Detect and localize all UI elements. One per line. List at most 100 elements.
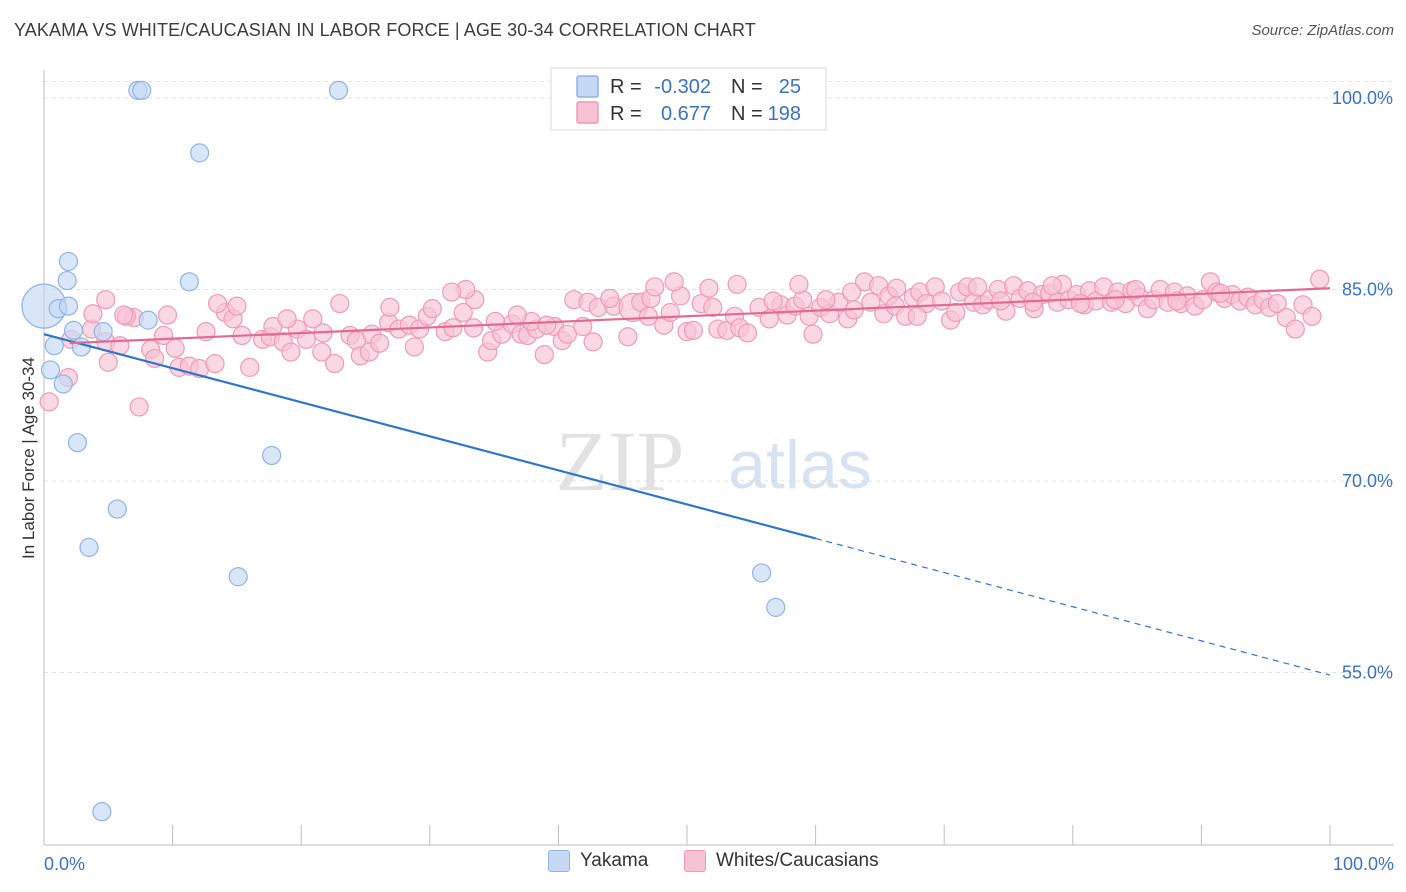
point-whites-170 [442,282,462,302]
point-whites-7 [98,352,118,372]
point-whites-189 [816,290,836,310]
point-whites-69 [557,324,578,344]
point-whites-86 [683,320,704,340]
point-whites-192 [946,302,966,323]
legend-swatch-whites [576,101,599,124]
point-yakama-11 [132,80,152,100]
point-yakama-14 [179,272,199,292]
point-whites-172 [600,288,620,309]
trendline-whites [69,287,1331,345]
point-whites-44 [370,333,390,353]
point-whites-193 [991,291,1011,311]
point-whites-33 [296,329,316,349]
point-whites-93 [737,323,758,343]
series-yakama-points [21,80,786,822]
point-whites-48 [404,337,424,357]
point-whites-171 [507,305,527,325]
point-whites-16 [165,338,185,358]
point-whites-31 [281,342,301,362]
point-whites-169 [1310,269,1330,289]
point-yakama-8 [57,270,77,291]
point-whites-15 [157,305,178,325]
point-whites-166 [1285,319,1305,339]
point-whites-174 [789,274,809,294]
point-whites-195 [1070,293,1091,314]
chart-source: Source: ZipAtlas.com [1251,22,1394,39]
point-whites-185 [583,332,603,352]
point-whites-36 [312,342,332,362]
legend-label-yakama: Yakama [580,850,649,871]
point-yakama-21 [228,567,248,587]
point-yakama-23 [766,597,786,617]
point-whites-177 [1042,276,1062,296]
x-axis-ticks [43,825,1331,845]
point-whites-24 [227,296,247,316]
point-whites-196 [1105,290,1125,310]
point-whites-178 [1126,279,1146,300]
legend-n-label-1: N = [731,103,763,125]
axes [43,70,1394,846]
point-whites-190 [842,282,862,302]
trend-lines [43,287,1331,676]
point-yakama-12 [328,80,349,100]
legend-item-whites: Whites/Caucasians [684,850,879,872]
point-yakama-19 [107,499,127,519]
point-yakama-24 [92,802,112,822]
point-whites-51 [422,299,442,319]
x-tick-label-0: 0.0% [44,854,85,874]
point-yakama-15 [138,310,158,330]
point-whites-181 [208,293,228,314]
point-yakama-22 [751,563,772,583]
stats-legend: R = -0.302 N = 25 R = 0.677 N = 198 [550,67,827,131]
point-whites-108 [861,292,881,312]
legend-swatch-whites-bottom [684,850,706,872]
y-tick-label-2: 70.0% [1342,471,1393,491]
point-whites-54 [453,302,473,323]
point-yakama-20 [79,537,99,557]
point-whites-180 [114,305,134,325]
point-whites-182 [277,309,297,329]
trendline-yakama [43,333,816,540]
point-yakama-16 [93,322,113,342]
watermark: ZIP atlas [556,413,872,509]
point-whites-197 [1167,291,1187,311]
point-yakama-6 [40,360,61,380]
point-whites-188 [763,291,783,311]
legend-n-value-1: 198 [768,103,801,125]
chart-title: YAKAMA VS WHITE/CAUCASIAN IN LABOR FORCE… [14,20,756,40]
grid-lines [44,80,1394,673]
point-whites-5 [83,304,103,324]
point-whites-176 [968,277,988,297]
point-whites-65 [534,345,554,365]
legend-r-label-1: R = [610,103,642,125]
point-whites-83 [660,302,680,323]
trendline-yakama-extension [815,537,1331,676]
point-whites-80 [638,306,659,326]
y-axis-label: In Labor Force | Age 30-34 [19,357,38,559]
point-whites-173 [699,278,719,298]
point-whites-12 [129,397,149,417]
x-tick-label-100: 100.0% [1333,854,1394,874]
y-tick-label-1: 85.0% [1342,280,1393,300]
point-whites-183 [380,297,400,317]
point-whites-187 [727,274,747,294]
point-yakama-9 [58,251,79,272]
point-whites-79 [618,327,638,347]
legend-swatch-yakama-bottom [548,850,570,872]
point-whites-81 [645,277,665,297]
point-whites-184 [485,311,505,332]
point-whites-38 [330,293,350,314]
point-yakama-3 [63,320,84,340]
point-whites-191 [907,306,927,326]
legend-r-label-0: R = [610,76,642,98]
point-whites-34 [303,309,323,329]
point-yakama-2 [58,296,79,316]
legend-n-label-0: N = [731,76,763,98]
point-whites-4 [96,290,116,310]
y-axis-tick-labels: 100.0% 85.0% 70.0% 55.0% [1332,88,1393,683]
y-tick-label-3: 55.0% [1342,663,1393,683]
point-whites-37 [325,353,345,374]
legend-n-value-0: 25 [779,76,801,98]
legend-r-value-0: -0.302 [654,76,711,98]
legend-label-whites: Whites/Caucasians [716,850,879,871]
